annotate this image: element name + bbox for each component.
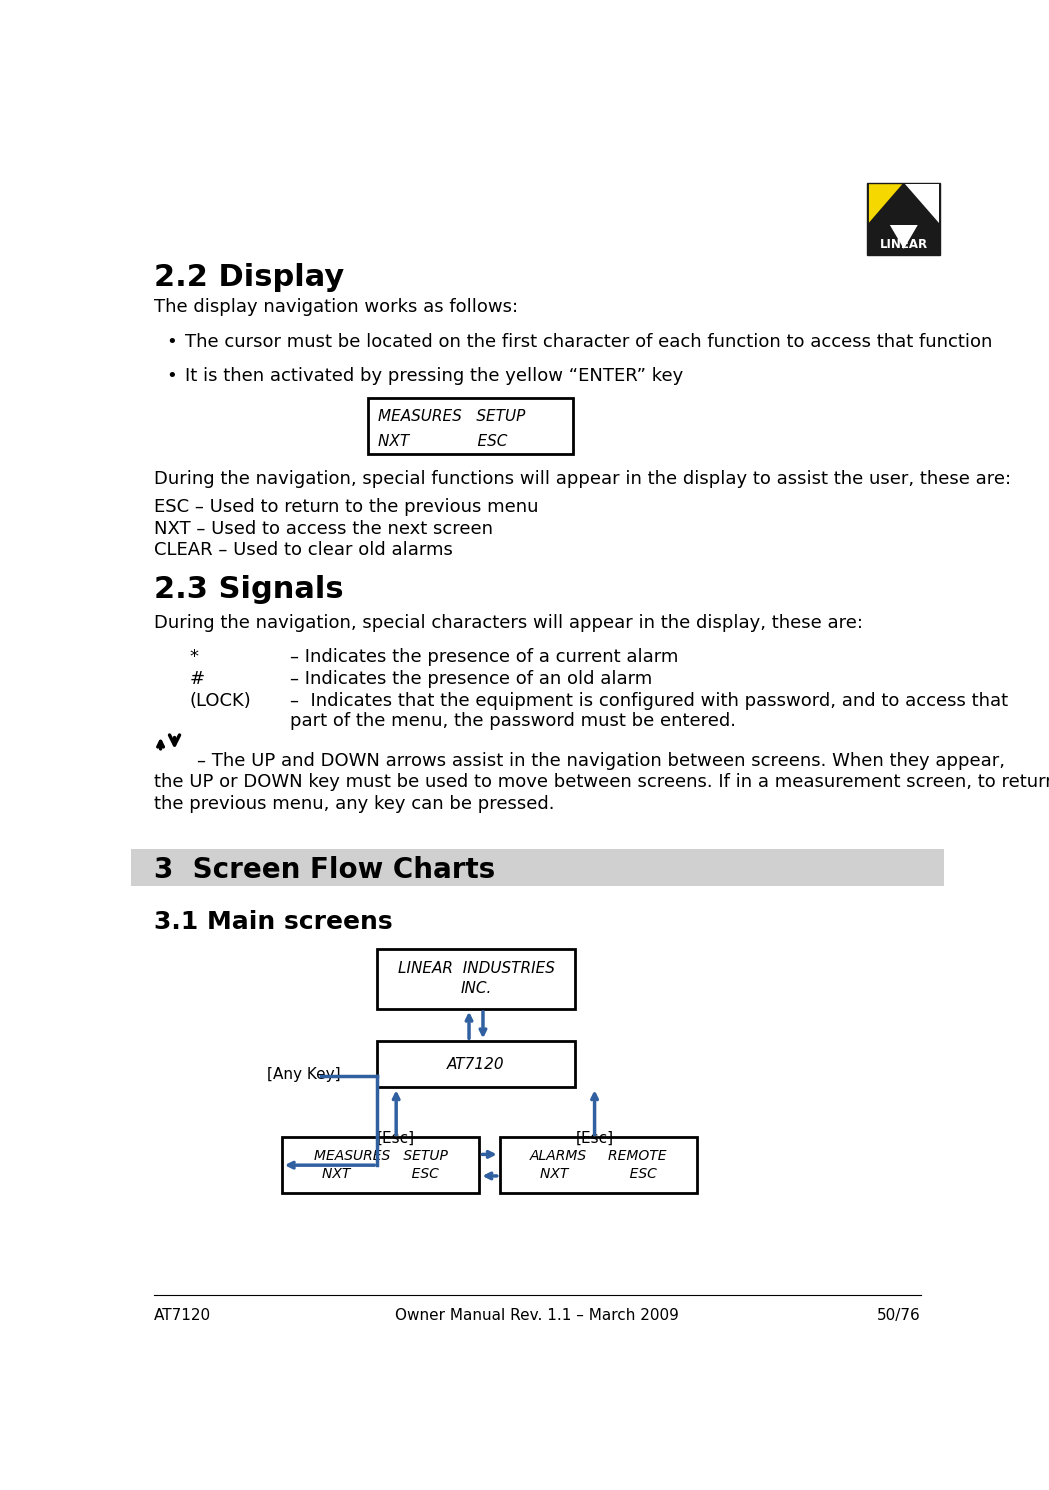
Bar [378,1042,575,1088]
Polygon shape [890,225,918,249]
Text: ALARMS     REMOTE: ALARMS REMOTE [530,1149,667,1162]
Text: The cursor must be located on the first character of each function to access tha: The cursor must be located on the first … [186,332,992,350]
Polygon shape [869,185,902,222]
Text: part of the menu, the password must be entered.: part of the menu, the password must be e… [290,712,736,730]
Text: •: • [166,332,176,350]
Text: #: # [189,670,205,688]
Text: MEASURES   SETUP: MEASURES SETUP [379,410,526,425]
Text: INC.: INC. [461,982,492,997]
Text: (LOCK): (LOCK) [189,691,251,709]
Text: It is then activated by pressing the yellow “ENTER” key: It is then activated by pressing the yel… [186,368,684,386]
Text: During the navigation, special characters will appear in the display, these are:: During the navigation, special character… [154,614,863,632]
Bar [367,398,573,453]
Text: – Indicates the presence of an old alarm: – Indicates the presence of an old alarm [290,670,652,688]
Text: [Esc]: [Esc] [377,1131,415,1146]
Text: 2.2 Display: 2.2 Display [154,264,345,292]
Text: 2.3 Signals: 2.3 Signals [154,575,344,605]
Text: *: * [189,648,198,666]
Polygon shape [905,185,939,222]
Text: 3  Screen Flow Charts: 3 Screen Flow Charts [154,857,495,885]
Text: NXT – Used to access the next screen: NXT – Used to access the next screen [154,520,493,538]
Text: the UP or DOWN key must be used to move between screens. If in a measurement scr: the UP or DOWN key must be used to move … [154,773,1049,791]
Text: 50/76: 50/76 [877,1308,921,1323]
Text: LINEAR: LINEAR [880,238,928,252]
Text: NXT              ESC: NXT ESC [322,1167,440,1182]
Text: ESC – Used to return to the previous menu: ESC – Used to return to the previous men… [154,498,539,517]
Text: During the navigation, special functions will appear in the display to assist th: During the navigation, special functions… [154,469,1011,487]
Text: [Any Key]: [Any Key] [266,1067,340,1082]
Text: The display navigation works as follows:: The display navigation works as follows: [154,298,518,316]
Text: [Esc]: [Esc] [576,1131,614,1146]
Text: Owner Manual Rev. 1.1 – March 2009: Owner Manual Rev. 1.1 – March 2009 [395,1308,679,1323]
Text: NXT              ESC: NXT ESC [540,1167,657,1182]
Text: the previous menu, any key can be pressed.: the previous menu, any key can be presse… [154,794,555,814]
Text: AT7120: AT7120 [154,1308,212,1323]
Text: – Indicates the presence of a current alarm: – Indicates the presence of a current al… [290,648,679,666]
Text: MEASURES   SETUP: MEASURES SETUP [314,1149,448,1162]
Bar [282,1137,479,1193]
Text: NXT              ESC: NXT ESC [379,434,508,448]
Bar [868,183,940,255]
Text: AT7120: AT7120 [447,1056,505,1071]
Text: – The UP and DOWN arrows assist in the navigation between screens. When they app: – The UP and DOWN arrows assist in the n… [197,752,1005,770]
Bar [499,1137,698,1193]
Text: –  Indicates that the equipment is configured with password, and to access that: – Indicates that the equipment is config… [290,691,1008,709]
Text: CLEAR – Used to clear old alarms: CLEAR – Used to clear old alarms [154,541,453,559]
Bar [131,849,944,885]
Text: •: • [166,368,176,386]
Text: 3.1 Main screens: 3.1 Main screens [154,910,393,934]
Bar [378,949,575,1009]
Text: LINEAR  INDUSTRIES: LINEAR INDUSTRIES [398,961,555,976]
